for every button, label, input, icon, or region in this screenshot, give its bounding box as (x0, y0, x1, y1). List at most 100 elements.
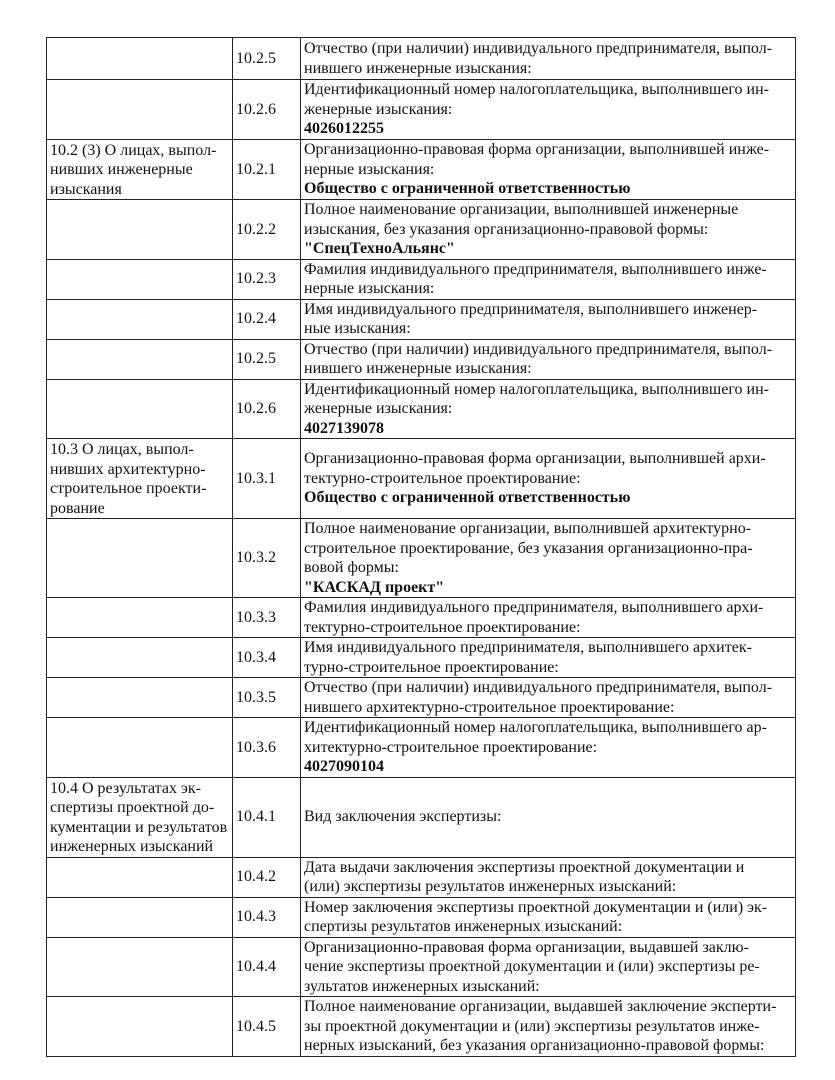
section-title (46, 199, 233, 260)
table-row: 10.4 О результатах эк- спертизы проектно… (46, 776, 796, 858)
item-description: Организационно-правовая форма организаци… (304, 141, 770, 178)
section-title (46, 896, 233, 938)
item-description: Идентификационный номер налогоплательщик… (304, 81, 769, 118)
section-title (46, 518, 233, 598)
section-title: 10.3 О лицах, выпол- нивших архитектурно… (46, 438, 233, 519)
item-number: 10.2.3 (232, 258, 301, 300)
item-description-cell: Имя индивидуального предпринимателя, вып… (300, 298, 796, 340)
section-title (46, 717, 233, 778)
item-description-cell: Отчество (при наличии) индивидуального п… (300, 37, 796, 80)
section-title: 10.4 О результатах эк- спертизы проектно… (46, 776, 233, 858)
item-value: "КАСКАД проект" (304, 578, 445, 596)
item-description: Фамилия индивидуального предпринимателя,… (304, 599, 764, 636)
item-description: Организационно-правовая форма организаци… (304, 450, 766, 487)
item-value: 4026012255 (304, 120, 384, 137)
table-row: 10.2.2 Полное наименование организации, в… (46, 199, 796, 260)
table-row: 10.3.5 Отчество (при наличии) индивидуаль… (46, 677, 796, 718)
item-number: 10.3.2 (232, 518, 301, 598)
item-description: Дата выдачи заключения экспертизы проект… (304, 858, 745, 896)
item-description-cell: Полное наименование организации, выполни… (300, 518, 796, 598)
item-number: 10.4.1 (232, 776, 301, 858)
item-description-cell: Идентификационный номер налогоплательщик… (300, 717, 796, 778)
item-number: 10.4.5 (232, 996, 301, 1057)
item-description: Полное наименование организации, выполни… (304, 201, 739, 238)
item-description-cell: Идентификационный номер налогоплательщик… (300, 378, 796, 439)
item-value: 4027090104 (304, 758, 384, 775)
section-title: 10.2 (3) О лицах, выпол- нивших инженерн… (46, 138, 233, 200)
table-row: 10.2.6 Идентификационный номер налогоплат… (46, 79, 796, 140)
item-description-cell: Полное наименование организации, выполни… (300, 199, 796, 260)
item-value: "СпецТехноАльянс" (304, 240, 455, 257)
table-row: 10.3.2 Полное наименование организации, в… (46, 518, 796, 598)
item-description-cell: Организационно-правовая форма организаци… (300, 138, 796, 200)
item-number: 10.3.5 (232, 677, 301, 718)
section-title (46, 79, 233, 140)
item-number: 10.3.6 (232, 717, 301, 778)
table-row: 10.2.6 Идентификационный номер налогоплат… (46, 378, 796, 439)
table-row: 10.4.3 Номер заключения экспертизы проект… (46, 896, 796, 938)
item-value: 4027139078 (304, 419, 384, 437)
item-description-cell: Дата выдачи заключения экспертизы проект… (300, 856, 796, 898)
item-description: Отчество (при наличии) индивидуального п… (304, 340, 773, 378)
table-row: 10.2.5 Отчество (при наличии) индивидуаль… (46, 338, 796, 380)
section-title (46, 677, 233, 718)
item-value: Общество с ограниченной ответственностью (304, 489, 631, 507)
section-title (46, 37, 233, 80)
section-title (46, 378, 233, 439)
item-description-cell: Полное наименование организации, выдавше… (300, 996, 796, 1057)
item-description: Организационно-правовая форма организаци… (304, 938, 760, 995)
table-row: 10.3.6 Идентификационный номер налогоплат… (46, 717, 796, 778)
table-row: 10.2.5 Отчество (при наличии) индивидуаль… (46, 37, 796, 80)
item-description-cell: Идентификационный номер налогоплательщик… (300, 79, 796, 140)
item-number: 10.2.6 (232, 378, 301, 439)
item-number: 10.4.4 (232, 936, 301, 997)
item-description: Фамилия индивидуального предпринимателя,… (304, 260, 767, 298)
item-number: 10.2.6 (232, 79, 301, 140)
table-row: 10.2.3 Фамилия индивидуального предприним… (46, 258, 796, 300)
item-description-cell: Номер заключения экспертизы проектной до… (300, 896, 796, 938)
item-description-cell: Организационно-правовая форма организаци… (300, 438, 796, 519)
item-number: 10.2.4 (232, 298, 301, 340)
item-number: 10.2.5 (232, 37, 301, 80)
item-description-cell: Организационно-правовая форма организаци… (300, 936, 796, 997)
item-number: 10.2.1 (232, 138, 301, 200)
section-title (46, 637, 233, 678)
item-description: Отчество (при наличии) индивидуального п… (304, 40, 773, 77)
table-row: 10.4.5 Полное наименование организации, в… (46, 996, 796, 1057)
item-description: Идентификационный номер налогоплательщик… (304, 380, 769, 418)
table-row: 10.4.4 Организационно-правовая форма орга… (46, 936, 796, 997)
item-number: 10.2.5 (232, 338, 301, 380)
item-number: 10.3.3 (232, 597, 301, 638)
table-row: 10.4.2 Дата выдачи заключения экспертизы … (46, 856, 796, 898)
item-description: Номер заключения экспертизы проектной до… (304, 898, 768, 936)
item-description: Вид заключения экспертизы: (304, 808, 502, 826)
item-description: Имя индивидуального предпринимателя, вып… (304, 639, 752, 676)
section-title (46, 597, 233, 638)
item-number: 10.2.2 (232, 199, 301, 260)
item-value: Общество с ограниченной ответственностью (304, 180, 631, 197)
item-number: 10.3.1 (232, 438, 301, 519)
item-description: Имя индивидуального предпринимателя, вып… (304, 300, 758, 338)
table-row: 10.3 О лицах, выпол- нивших архитектурно… (46, 438, 796, 519)
document-table: 10.2.5 Отчество (при наличии) индивидуаль… (46, 37, 796, 1057)
item-number: 10.4.3 (232, 896, 301, 938)
table-row: 10.3.3 Фамилия индивидуального предприним… (46, 597, 796, 638)
section-title (46, 258, 233, 300)
item-description-cell: Фамилия индивидуального предпринимателя,… (300, 597, 796, 638)
item-description-cell: Отчество (при наличии) индивидуального п… (300, 338, 796, 380)
section-title (46, 936, 233, 997)
section-title (46, 996, 233, 1057)
table-row: 10.2.4 Имя индивидуального предпринимател… (46, 298, 796, 340)
item-description: Полное наименование организации, выдавше… (304, 998, 777, 1054)
item-description-cell: Фамилия индивидуального предпринимателя,… (300, 258, 796, 300)
item-description: Отчество (при наличии) индивидуального п… (304, 679, 773, 716)
table-row: 10.2 (3) О лицах, выпол- нивших инженерн… (46, 138, 796, 200)
section-title (46, 298, 233, 340)
section-title (46, 338, 233, 380)
item-description-cell: Отчество (при наличии) индивидуального п… (300, 677, 796, 718)
table-row: 10.3.4 Имя индивидуального предпринимател… (46, 637, 796, 678)
item-description: Полное наименование организации, выполни… (304, 520, 753, 576)
item-number: 10.4.2 (232, 856, 301, 898)
item-description: Идентификационный номер налогоплательщик… (304, 719, 767, 756)
item-description-cell: Вид заключения экспертизы: (300, 776, 796, 858)
